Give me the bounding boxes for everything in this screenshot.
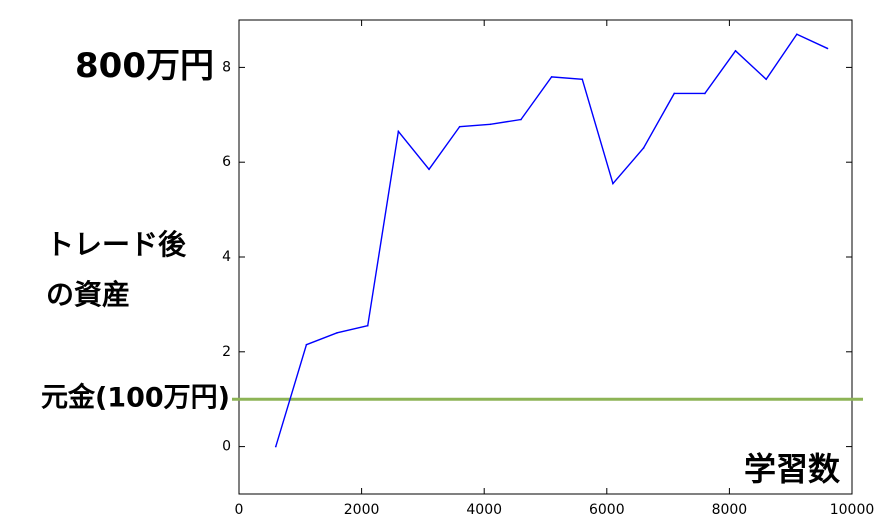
y-tick-label: 0 bbox=[222, 439, 231, 455]
x-tick-label: 8000 bbox=[712, 502, 748, 518]
x-axis-ticks: 0 2000 4000 6000 8000 10000 bbox=[235, 20, 875, 518]
series-point bbox=[305, 343, 308, 346]
series-point bbox=[458, 125, 461, 128]
series-point bbox=[765, 78, 767, 81]
y-axis-ticks: 0 2 4 6 8 bbox=[222, 59, 852, 455]
series-point bbox=[397, 130, 400, 133]
asset-series-line bbox=[275, 33, 828, 447]
x-tick-label: 0 bbox=[235, 502, 244, 518]
x-tick-label: 10000 bbox=[830, 502, 875, 518]
y-tick-label: 6 bbox=[222, 154, 231, 170]
series-point bbox=[520, 118, 522, 121]
series-point bbox=[612, 182, 614, 185]
asset-series-points bbox=[274, 33, 829, 448]
x-tick-label: 2000 bbox=[344, 502, 380, 518]
y-tick-label: 2 bbox=[222, 344, 231, 360]
y-axis-label-line1: トレード後 bbox=[46, 228, 187, 261]
y-tick-label: 8 bbox=[222, 59, 231, 75]
series-point bbox=[274, 445, 277, 448]
y-axis-label-line2: の資産 bbox=[46, 278, 130, 311]
principal-reference-label: 元金(100万円) bbox=[41, 382, 230, 414]
series-point bbox=[366, 324, 369, 327]
series-point bbox=[673, 92, 676, 95]
series-point bbox=[489, 123, 492, 126]
series-point bbox=[550, 76, 553, 78]
series-point bbox=[704, 92, 706, 95]
series-point bbox=[581, 78, 584, 81]
x-tick-label: 4000 bbox=[466, 502, 502, 518]
series-point bbox=[336, 332, 338, 334]
series-point bbox=[642, 147, 645, 149]
series-point bbox=[826, 47, 829, 50]
series-point bbox=[796, 33, 798, 36]
series-point bbox=[734, 50, 737, 52]
y-tick-label: 4 bbox=[222, 249, 231, 265]
annotation-800man-yen: 800万円 bbox=[75, 46, 214, 86]
series-point bbox=[428, 168, 430, 171]
plot-frame bbox=[238, 19, 853, 495]
x-axis-label: 学習数 bbox=[744, 450, 841, 488]
x-tick-label: 6000 bbox=[589, 502, 625, 518]
